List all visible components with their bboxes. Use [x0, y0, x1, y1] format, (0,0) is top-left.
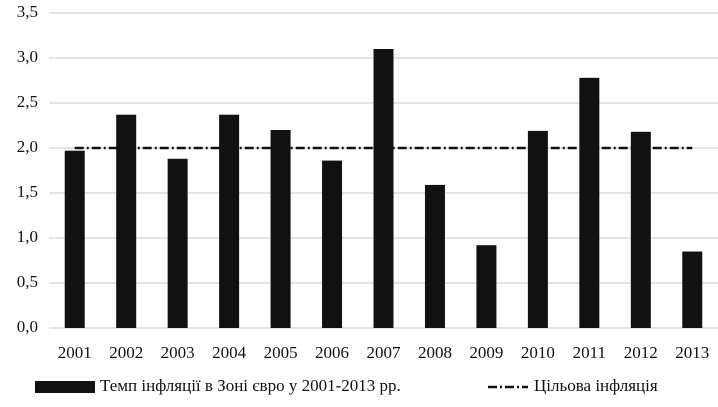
y-tick-label: 0,0 [17, 317, 38, 336]
x-tick-label: 2005 [264, 343, 298, 362]
bar [630, 131, 651, 328]
x-tick-label: 2013 [675, 343, 709, 362]
y-tick-label: 3,0 [17, 47, 38, 66]
bar [682, 251, 703, 328]
x-tick-label: 2012 [624, 343, 658, 362]
x-tick-label: 2011 [573, 343, 606, 362]
x-tick-label: 2004 [212, 343, 247, 362]
bar [424, 184, 445, 328]
y-tick-label: 1,5 [17, 182, 38, 201]
x-tick-label: 2010 [521, 343, 555, 362]
y-tick-label: 3,5 [17, 2, 38, 21]
bar [322, 160, 343, 328]
y-tick-label: 2,0 [17, 137, 38, 156]
y-tick-label: 0,5 [17, 272, 38, 291]
x-tick-label: 2002 [109, 343, 143, 362]
bar [579, 77, 600, 328]
bar [64, 150, 85, 328]
x-tick-label: 2007 [367, 343, 402, 362]
bar [476, 245, 497, 328]
bar [373, 49, 394, 328]
legend-label: Темп інфляції в Зоні євро у 2001-2013 рр… [100, 376, 401, 395]
bar [167, 158, 188, 328]
legend-label: Цільова інфляція [534, 376, 658, 395]
x-tick-label: 2006 [315, 343, 349, 362]
bar [116, 114, 137, 328]
bar [527, 130, 548, 328]
x-tick-label: 2003 [161, 343, 195, 362]
bar [270, 130, 291, 328]
y-tick-label: 1,0 [17, 227, 38, 246]
legend-swatch [35, 381, 95, 393]
y-tick-label: 2,5 [17, 92, 38, 111]
x-tick-label: 2009 [469, 343, 503, 362]
x-tick-label: 2008 [418, 343, 452, 362]
bar [219, 114, 240, 328]
x-tick-label: 2001 [58, 343, 92, 362]
